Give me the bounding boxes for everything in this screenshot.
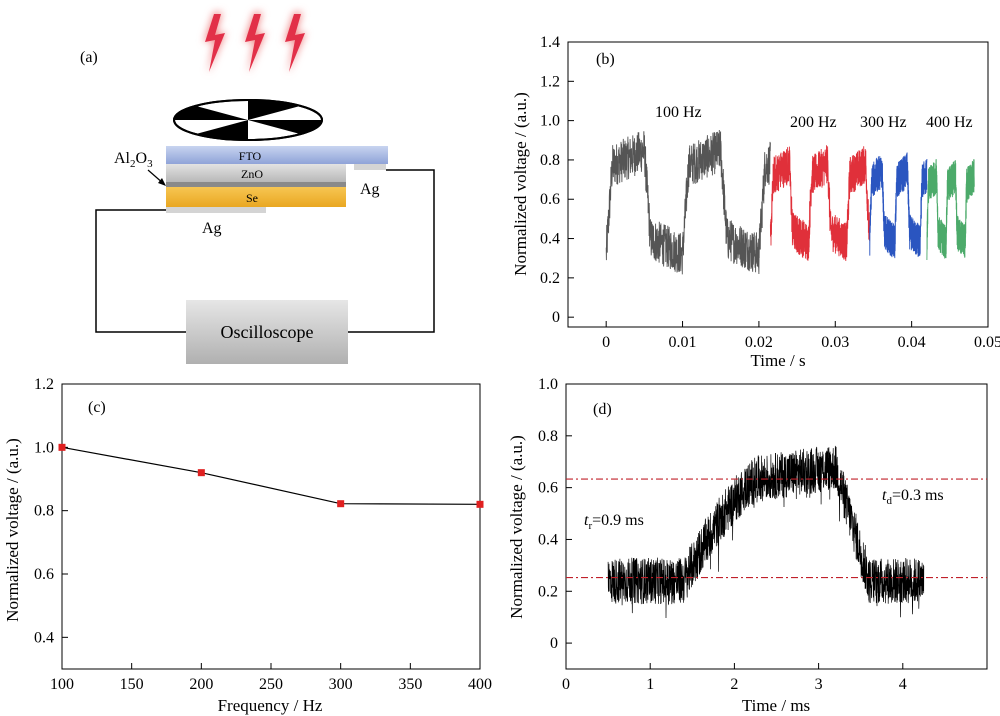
chart-d-ytick-label: 0.2	[538, 583, 558, 600]
chart-c-ytick-label: 1.2	[34, 376, 54, 393]
se-label: Se	[246, 191, 258, 205]
chart-c-ylabel: Normalized voltage / (a.u.)	[3, 438, 22, 622]
arrow-head-icon	[158, 178, 166, 186]
al2o3-layer	[166, 182, 346, 187]
chart-b-ytick-label: 1.4	[540, 34, 560, 51]
chart-d-ytick-label: 0	[550, 635, 558, 652]
chart-b-series-200hz	[769, 145, 871, 262]
chart-b-ylabel: Normalized voltage / (a.u.)	[511, 92, 530, 276]
chart-b-ticks: 0 0.01 0.02 0.03 0.04 0.05 0 0.2 0.4 0.6 0.8 1.0 1.2…	[540, 34, 1000, 351]
chart-d-xtick-label: 2	[730, 676, 738, 693]
chart-c-ytick-label: 0.6	[34, 566, 54, 583]
chart-c-point	[58, 443, 66, 451]
chart-c: 100 150 200 250 300 350 400 0.4 0.6 0.8 1.0 1.2 (c)…	[3, 376, 492, 715]
chart-b-ytick-label: 0.6	[540, 191, 560, 208]
chart-b-series-100hz	[605, 129, 771, 275]
ag-top-label: Ag	[360, 181, 380, 198]
chart-b-ytick-label: 1.2	[540, 73, 560, 90]
chart-d-ticks: 0 1 2 3 4 0 0.2 0.4 0.6 0.8 1.0	[538, 376, 907, 693]
chart-d-panel-label: (d)	[593, 401, 612, 418]
se-layer	[166, 187, 346, 207]
chart-c-plot	[58, 443, 484, 508]
chart-b-series-label-100hz: 100 Hz	[655, 104, 702, 121]
chart-b-ytick-label: 0	[552, 309, 560, 326]
chart-c-xtick-label: 250	[259, 676, 283, 693]
chart-c-xtick-label: 350	[398, 676, 422, 693]
chart-c-xtick-label: 100	[50, 676, 74, 693]
chart-b-series-label-200hz: 200 Hz	[790, 114, 837, 131]
chart-b-series-400hz	[926, 159, 975, 261]
chart-b-series-label-400hz: 400 Hz	[926, 114, 973, 131]
zno-label: ZnO	[241, 167, 263, 181]
al2o3-label: Al2O3	[114, 150, 153, 170]
chart-c-ytick-label: 0.4	[34, 629, 54, 646]
chart-d-ytick-label: 1.0	[538, 376, 558, 393]
chart-c-point	[197, 469, 205, 477]
chart-c-panel-label: (c)	[88, 399, 106, 416]
ag-bottom-contact	[166, 207, 266, 213]
chart-d-xtick-label: 4	[899, 676, 907, 693]
chart-d-xtick-label: 1	[646, 676, 654, 693]
chart-c-xtick-label: 300	[329, 676, 353, 693]
decay-time-annotation: td=0.3 ms	[882, 487, 944, 507]
oscilloscope-label: Oscilloscope	[221, 322, 314, 342]
chart-c-ytick-label: 0.8	[34, 503, 54, 520]
chart-b-xtick-label: 0.04	[898, 334, 926, 351]
chart-b-ytick-label: 1.0	[540, 113, 560, 130]
chart-b-xtick-label: 0.01	[669, 334, 697, 351]
oscilloscope-box	[186, 300, 348, 364]
chart-b-ytick-label: 0.8	[540, 152, 560, 169]
chart-b-xtick-label: 0.05	[974, 334, 1000, 351]
chopper-wheel-icon	[173, 99, 323, 141]
chart-b-ytick-label: 0.2	[540, 270, 560, 287]
chart-d-ytick-label: 0.8	[538, 428, 558, 445]
fto-layer	[166, 146, 388, 164]
chart-d-xtick-label: 0	[562, 676, 570, 693]
chart-b-xtick-label: 0.03	[821, 334, 849, 351]
chart-d-ytick-label: 0.4	[538, 531, 558, 548]
chart-b-series-label-300hz: 300 Hz	[860, 114, 907, 131]
chart-b: 0 0.01 0.02 0.03 0.04 0.05 0 0.2 0.4 0.6 0.8 1.0 1.2…	[511, 34, 1000, 370]
chart-d-plot	[566, 445, 987, 619]
wire-left	[95, 209, 186, 333]
zno-layer	[166, 164, 346, 182]
chart-b-frame	[567, 41, 989, 328]
chart-b-traces	[605, 129, 975, 275]
panel-a-label: (a)	[80, 49, 98, 66]
chart-d-signal	[607, 445, 925, 619]
chart-c-xtick-label: 400	[468, 676, 492, 693]
chart-b-ytick-label: 0.4	[540, 231, 560, 248]
chart-b-xtick-label: 0.02	[745, 334, 773, 351]
light-bolt-icon	[284, 12, 306, 74]
device-schematic: (a) FTO ZnO Se	[80, 12, 435, 364]
fto-label: FTO	[239, 149, 262, 163]
chart-d-ytick-label: 0.6	[538, 480, 558, 497]
chart-d-xtick-label: 3	[815, 676, 823, 693]
chart-b-xtick-label: 0	[602, 334, 610, 351]
chart-d-frame	[565, 383, 988, 670]
chart-d-ylabel: Normalized voltage / (a.u.)	[507, 435, 526, 619]
chart-b-xlabel: Time / s	[750, 351, 805, 370]
light-bolt-icon	[244, 12, 266, 74]
ag-bottom-label: Ag	[202, 220, 222, 237]
rise-time-annotation: tr=0.9 ms	[584, 512, 644, 532]
chart-c-ytick-label: 1.0	[34, 439, 54, 456]
chart-b-series-300hz	[869, 152, 928, 259]
chart-c-frame	[61, 383, 481, 670]
chart-d: 0 1 2 3 4 0 0.2 0.4 0.6 0.8 1.0 (d) tr=0.9 ms td=0…	[507, 376, 988, 715]
chart-d-xlabel: Time / ms	[742, 696, 810, 715]
chart-c-xlabel: Frequency / Hz	[218, 696, 323, 715]
chart-c-xtick-label: 200	[189, 676, 213, 693]
chart-b-panel-label: (b)	[596, 51, 615, 68]
ag-top-contact	[354, 164, 386, 170]
chart-c-ticks: 100 150 200 250 300 350 400 0.4 0.6 0.8 1.0 1.2	[34, 376, 492, 693]
chart-c-xtick-label: 150	[120, 676, 144, 693]
wire-right	[348, 169, 435, 333]
light-bolt-icon	[204, 12, 226, 74]
chart-c-point	[476, 500, 484, 508]
chart-c-line	[61, 446, 481, 505]
chart-c-point	[337, 500, 345, 508]
